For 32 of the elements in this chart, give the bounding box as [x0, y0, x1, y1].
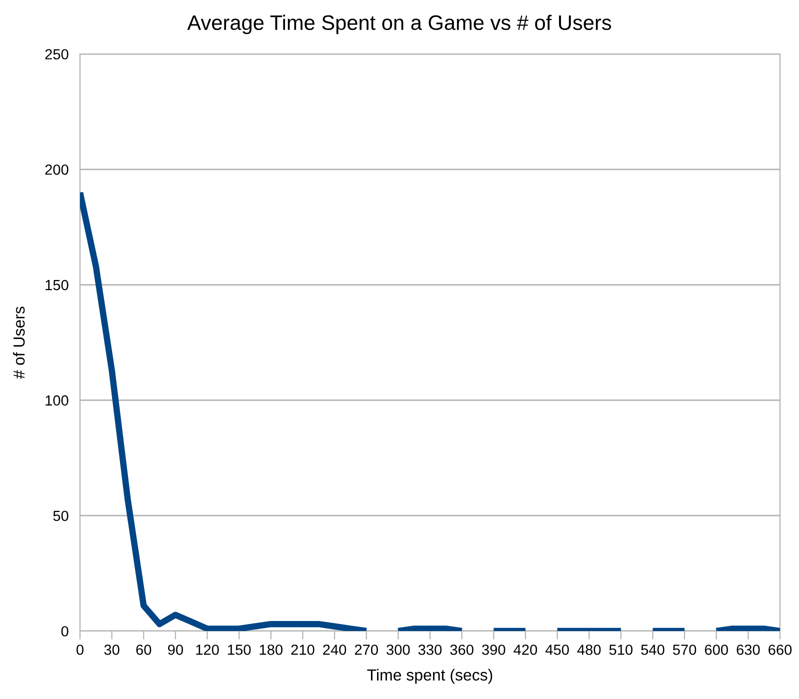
x-tick-label: 480	[577, 644, 601, 655]
x-tick-label: 210	[291, 644, 314, 655]
y-axis-title: # of Users	[13, 306, 25, 379]
x-tick-label: 390	[482, 644, 506, 655]
x-tick-label: 420	[514, 644, 538, 655]
x-tick-label: 360	[450, 644, 474, 655]
x-tick-label: 150	[228, 644, 251, 655]
chart-title: Average Time Spent on a Game vs # of Users	[187, 14, 612, 34]
x-tick-label: 540	[641, 644, 664, 655]
x-tick-label: 60	[136, 644, 152, 655]
x-tick-label: 510	[609, 644, 633, 655]
x-tick-label: 30	[104, 644, 120, 655]
x-tick-label: 660	[768, 644, 792, 655]
x-tick-label: 330	[418, 644, 442, 655]
x-tick-label: 450	[545, 644, 569, 655]
x-tick-label: 240	[323, 644, 346, 655]
x-tick-label: 300	[386, 644, 410, 655]
x-tick-label: 0	[76, 644, 84, 655]
y-tick-label: 0	[61, 626, 68, 636]
y-tick-label: 150	[46, 280, 68, 290]
x-tick-label: 270	[354, 644, 378, 655]
x-tick-label: 570	[672, 644, 696, 655]
x-tick-label: 90	[168, 644, 183, 655]
x-tick-label: 600	[704, 644, 728, 655]
y-tick-label: 200	[45, 164, 68, 175]
x-axis-title: Time spent (secs)	[367, 668, 492, 684]
x-tick-label: 630	[736, 644, 760, 655]
y-tick-label: 100	[46, 395, 68, 406]
x-tick-label: 180	[260, 644, 283, 655]
y-tick-label: 250	[45, 49, 68, 60]
x-tick-label: 120	[196, 644, 219, 655]
y-tick-label: 50	[53, 510, 68, 522]
